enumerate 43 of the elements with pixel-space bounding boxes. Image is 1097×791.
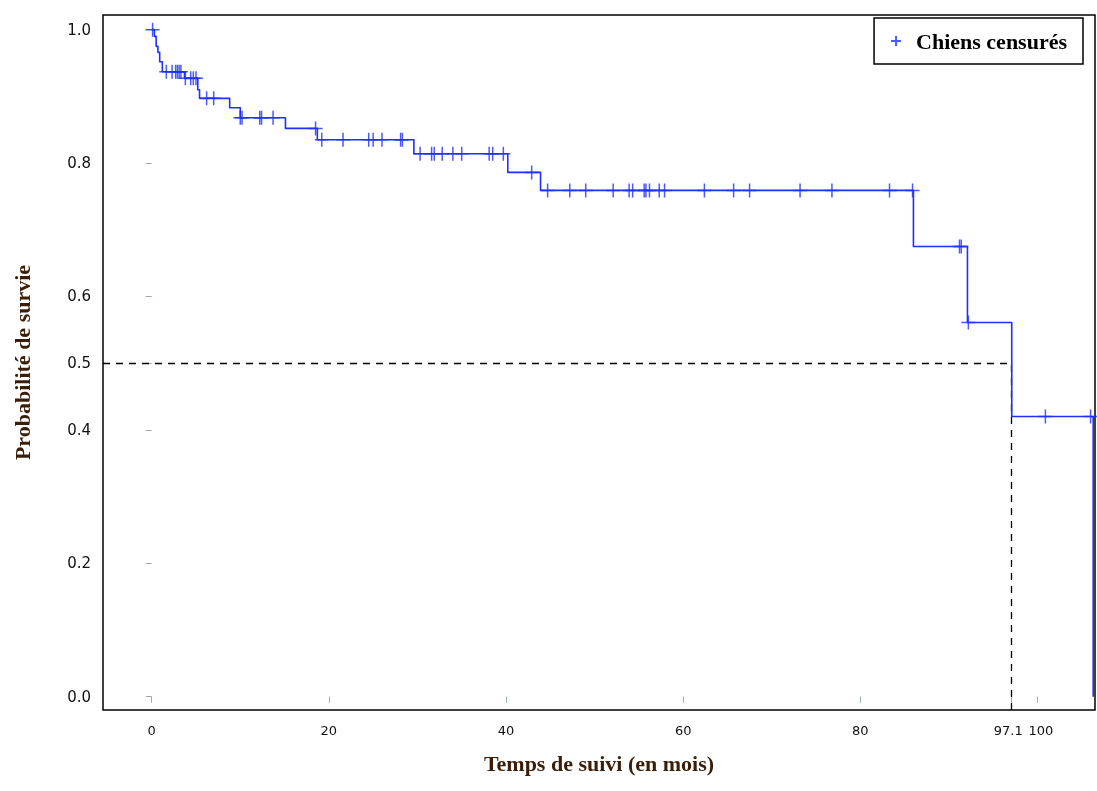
x-tick-label: 20 xyxy=(320,723,338,738)
y-tick-label: 1.0 xyxy=(67,20,91,39)
y-tick-label: 0.2 xyxy=(67,554,91,573)
x-tick-label: 100 xyxy=(1028,723,1054,738)
x-tick-label: 60 xyxy=(674,723,692,738)
point xyxy=(605,182,621,199)
point xyxy=(374,131,390,148)
y-tick-label: 0.0 xyxy=(67,687,91,706)
x-tick-label: 97.1 xyxy=(993,723,1023,738)
legend-label: Chiens censurés xyxy=(916,28,1068,54)
point xyxy=(453,145,470,162)
x-axis-title: Temps de suivi (en mois) xyxy=(483,750,715,776)
point xyxy=(523,164,540,181)
y-tick-label: 0.5 xyxy=(67,354,91,373)
y-tick-label: 0.4 xyxy=(67,420,91,439)
point xyxy=(335,131,351,148)
point xyxy=(960,314,977,331)
point xyxy=(539,182,556,199)
point xyxy=(1082,408,1097,425)
point xyxy=(205,90,222,107)
point xyxy=(412,145,428,162)
point xyxy=(725,182,742,199)
point xyxy=(314,131,330,148)
point xyxy=(144,21,161,38)
point xyxy=(792,182,808,199)
point xyxy=(824,182,840,199)
x-tick-label: 0 xyxy=(147,723,156,738)
point xyxy=(495,145,512,162)
point xyxy=(741,182,758,199)
point xyxy=(696,182,713,199)
x-tick-label: 40 xyxy=(497,723,515,738)
point xyxy=(562,182,578,199)
point xyxy=(656,182,673,199)
point xyxy=(881,182,898,199)
point xyxy=(307,120,324,137)
point xyxy=(265,109,281,126)
point xyxy=(904,182,921,199)
x-tick-label: 80 xyxy=(852,723,869,738)
y-axis-title: Probabilité de survie xyxy=(9,264,35,461)
y-tick-label: 0.8 xyxy=(67,154,91,173)
point xyxy=(1037,408,1054,425)
y-tick-label: 0.6 xyxy=(67,287,91,306)
point xyxy=(577,182,594,199)
